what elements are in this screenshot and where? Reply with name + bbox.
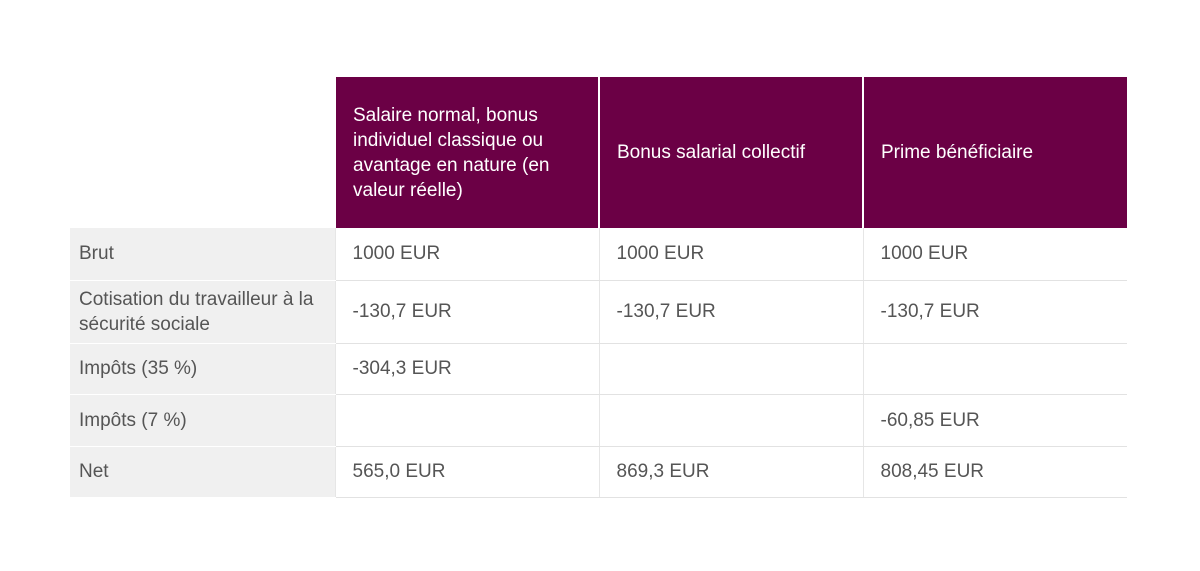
table-row: Net 565,0 EUR 869,3 EUR 808,45 EUR: [70, 446, 1127, 498]
cell: 808,45 EUR: [862, 446, 1127, 498]
cell: [598, 343, 863, 395]
cell: [334, 394, 599, 447]
row-label: Brut: [70, 228, 335, 281]
table-row: Impôts (35 %) -304,3 EUR: [70, 343, 1127, 395]
cell: 1000 EUR: [862, 228, 1127, 281]
cell: -304,3 EUR: [334, 343, 599, 395]
table-row: Cotisation du travailleur à la sécurité …: [70, 280, 1127, 344]
cell: 1000 EUR: [598, 228, 863, 281]
cell: -60,85 EUR: [862, 394, 1127, 447]
cell: [862, 343, 1127, 395]
cell: -130,7 EUR: [862, 280, 1127, 344]
table-body: Brut 1000 EUR 1000 EUR 1000 EUR Cotisation d…: [70, 228, 1127, 498]
cell: [598, 394, 863, 447]
cell: 869,3 EUR: [598, 446, 863, 498]
table-row: Brut 1000 EUR 1000 EUR 1000 EUR: [70, 228, 1127, 281]
row-label: Net: [70, 446, 335, 498]
header-cell: [70, 77, 335, 228]
cell: -130,7 EUR: [334, 280, 599, 344]
header-cell: Prime bénéficiaire: [862, 77, 1127, 228]
header-cell: Salaire normal, bonus individuel classiq…: [334, 77, 599, 228]
row-label: Impôts (35 %): [70, 343, 335, 395]
header-row: Salaire normal, bonus individuel classiq…: [70, 77, 1127, 228]
row-label: Cotisation du travailleur à la sécurité …: [70, 280, 335, 344]
header-cell: Bonus salarial collectif: [598, 77, 863, 228]
table-row: Impôts (7 %) -60,85 EUR: [70, 394, 1127, 447]
row-label: Impôts (7 %): [70, 394, 335, 447]
cell: 1000 EUR: [334, 228, 599, 281]
comparison-table: Salaire normal, bonus individuel classiq…: [70, 77, 1127, 498]
cell: -130,7 EUR: [598, 280, 863, 344]
cell: 565,0 EUR: [334, 446, 599, 498]
